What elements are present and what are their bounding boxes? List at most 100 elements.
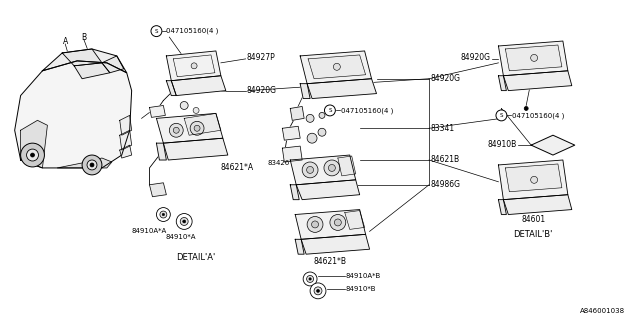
Text: S: S [155,28,158,34]
Circle shape [317,289,319,292]
Circle shape [307,217,323,232]
Polygon shape [506,164,562,192]
Text: B: B [81,33,86,42]
Polygon shape [291,185,299,200]
Circle shape [191,63,197,69]
Circle shape [333,63,340,70]
Circle shape [90,163,94,167]
Circle shape [193,108,199,113]
Circle shape [173,127,179,133]
Polygon shape [172,76,226,96]
Polygon shape [308,55,365,79]
Text: DETAIL'A': DETAIL'A' [177,253,216,262]
Circle shape [31,153,35,157]
Text: 84920G: 84920G [246,86,276,95]
Polygon shape [58,158,112,168]
Circle shape [531,176,538,183]
Polygon shape [120,145,132,158]
Polygon shape [499,76,506,91]
Polygon shape [282,126,300,140]
Text: A846001038: A846001038 [580,308,625,314]
Text: 84920G: 84920G [461,53,490,62]
Text: DETAIL'B': DETAIL'B' [513,230,553,239]
Polygon shape [291,155,356,185]
Polygon shape [300,84,310,99]
Polygon shape [62,49,102,66]
Polygon shape [338,156,356,176]
Text: 047105160(4 ): 047105160(4 ) [166,28,219,34]
Polygon shape [166,51,221,81]
Circle shape [176,213,192,229]
Circle shape [180,101,188,109]
Circle shape [82,155,102,175]
Circle shape [334,219,341,226]
Text: 84910B: 84910B [487,140,516,148]
Text: S: S [328,108,332,113]
Circle shape [531,54,538,61]
Circle shape [20,143,44,167]
Polygon shape [282,146,302,162]
Circle shape [162,213,164,216]
Circle shape [170,123,183,137]
Circle shape [87,160,97,170]
Circle shape [319,112,325,118]
Text: 84910A*A: 84910A*A [132,228,167,234]
Circle shape [524,107,528,110]
Polygon shape [499,41,568,76]
Polygon shape [150,183,166,197]
Polygon shape [506,45,562,71]
Polygon shape [166,81,176,96]
Text: 047105160(4 ): 047105160(4 ) [512,112,564,119]
Polygon shape [20,120,47,168]
Circle shape [307,276,314,283]
Circle shape [303,272,317,286]
Circle shape [306,114,314,122]
Polygon shape [300,51,372,84]
Circle shape [151,26,162,36]
Circle shape [27,149,38,161]
Text: S: S [500,113,503,118]
Polygon shape [42,49,127,73]
Text: 84927P: 84927P [246,53,275,62]
Circle shape [330,214,346,230]
Polygon shape [156,113,223,143]
Polygon shape [345,211,365,229]
Circle shape [194,125,200,131]
Polygon shape [184,113,221,135]
Text: 84910A*B: 84910A*B [346,273,381,279]
Circle shape [307,166,314,173]
Polygon shape [307,79,376,99]
Circle shape [302,162,318,178]
Circle shape [312,221,319,228]
Circle shape [324,160,340,176]
Polygon shape [156,143,166,160]
Text: 84621*A: 84621*A [221,164,254,172]
Circle shape [314,287,322,295]
Text: 84601: 84601 [521,215,545,224]
Polygon shape [499,200,506,214]
Circle shape [496,110,507,121]
Polygon shape [120,130,132,150]
Circle shape [160,211,167,218]
Circle shape [180,218,188,225]
Circle shape [190,121,204,135]
Text: 84621B: 84621B [430,156,459,164]
Text: 84910*B: 84910*B [346,286,376,292]
Polygon shape [173,55,215,77]
Polygon shape [74,63,110,79]
Circle shape [328,164,335,172]
Polygon shape [120,116,132,135]
Circle shape [310,283,326,299]
Circle shape [324,105,335,116]
Polygon shape [163,138,228,160]
Polygon shape [296,180,360,200]
Circle shape [309,278,311,280]
Text: 84910*A: 84910*A [166,234,196,240]
Text: 83341: 83341 [430,124,454,133]
Polygon shape [301,234,369,254]
Polygon shape [15,61,132,168]
Polygon shape [295,210,365,239]
Text: 84986G: 84986G [430,180,460,189]
Polygon shape [504,195,572,214]
Polygon shape [150,106,165,117]
